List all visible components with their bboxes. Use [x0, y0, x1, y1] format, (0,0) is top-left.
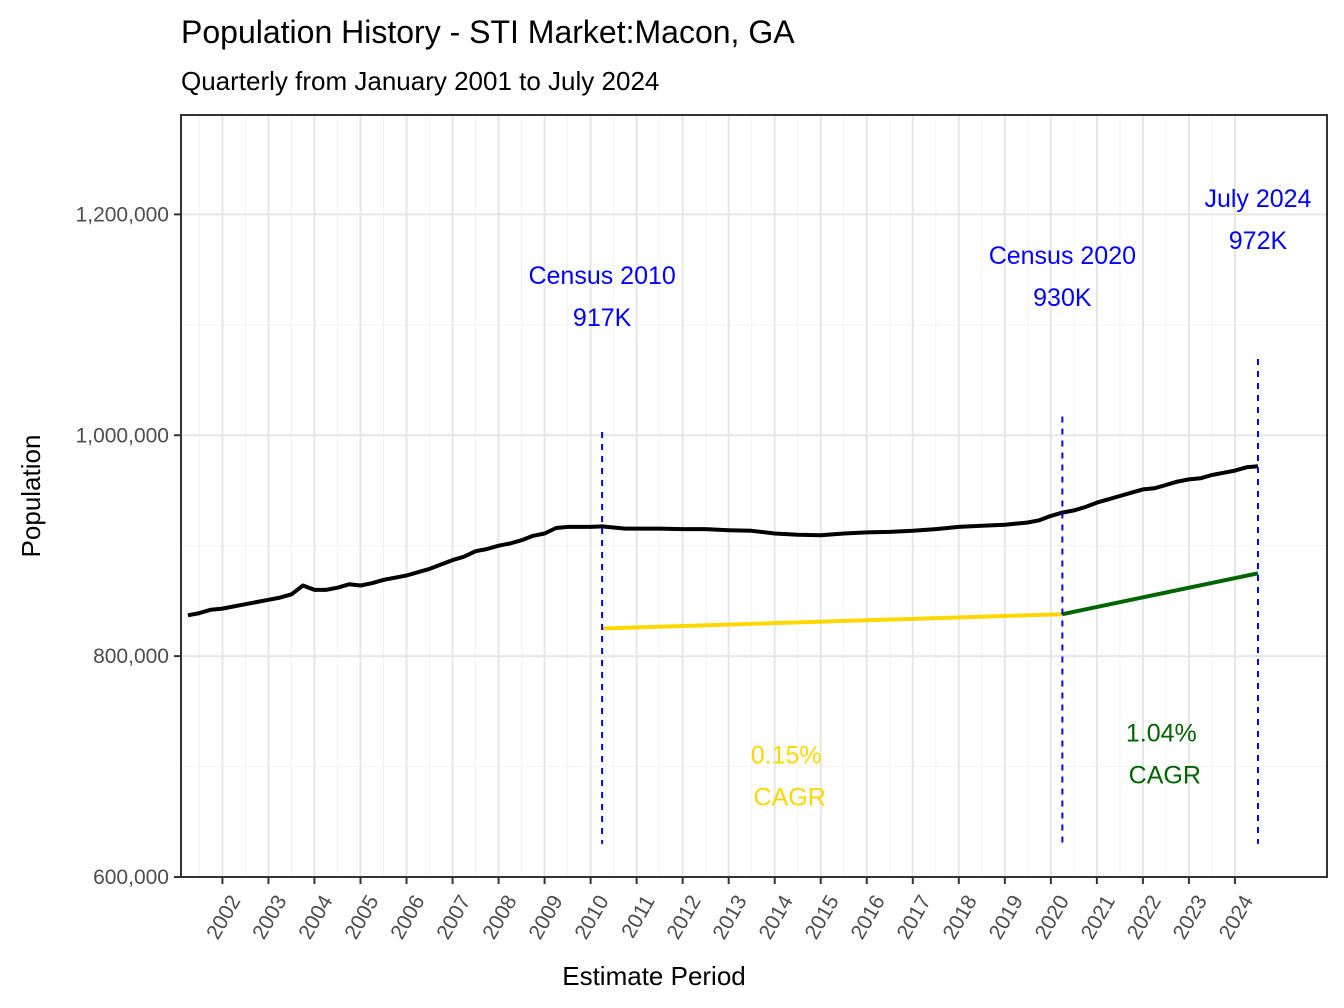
annotation-line: 972K — [1229, 227, 1288, 255]
annotation-line: 930K — [1033, 284, 1092, 312]
x-tick-label: 2004 — [294, 891, 337, 943]
y-axis-title: Population — [16, 435, 46, 558]
annotation-4: 1.04% CAGR — [1122, 719, 1201, 789]
series-line-1 — [602, 612, 1063, 631]
x-tick-label: 2012 — [662, 891, 705, 943]
x-tick-label: 2019 — [985, 891, 1028, 943]
annotation-line: 0.15% — [751, 741, 822, 769]
annotation-line: Census 2010 — [528, 262, 675, 290]
x-tick-label: 2009 — [524, 891, 567, 943]
annotation-line: CAGR — [747, 783, 826, 811]
x-tick-label: 2011 — [617, 891, 660, 942]
x-tick-label: 2008 — [478, 891, 521, 943]
annotation-line: 917K — [573, 304, 632, 332]
x-tick-label: 2006 — [386, 891, 429, 943]
plot-border — [180, 114, 1328, 878]
y-tick-label: 1,200,000 — [76, 203, 169, 226]
annotation-3: 0.15% CAGR — [747, 741, 826, 811]
annotation-1: Census 2020 930K — [989, 242, 1136, 312]
x-axis-title: Estimate Period — [562, 961, 746, 991]
plot-panel — [181, 115, 1327, 877]
x-tick-label: 2016 — [847, 891, 890, 943]
y-tick-label: 800,000 — [93, 645, 169, 668]
x-tick-label: 2024 — [1215, 891, 1258, 943]
x-tick-label: 2020 — [1031, 891, 1074, 943]
x-tick-label: 2007 — [432, 891, 475, 943]
x-tick-label: 2010 — [570, 891, 613, 943]
x-tick-label: 2017 — [893, 891, 936, 943]
annotation-line: Census 2020 — [989, 242, 1136, 270]
x-tick-label: 2023 — [1169, 891, 1212, 943]
chart-title: Population History - STI Market:Macon, G… — [181, 14, 795, 50]
annotation-line: July 2024 — [1204, 185, 1311, 213]
annotation-0: Census 2010 917K — [528, 262, 675, 332]
x-tick-label: 2015 — [801, 891, 844, 943]
annotation-line: 1.04% — [1126, 719, 1197, 747]
x-tick-label: 2018 — [939, 891, 982, 943]
x-tick-label: 2013 — [708, 891, 751, 943]
x-tick-label: 2003 — [248, 891, 291, 943]
chart-subtitle: Quarterly from January 2001 to July 2024 — [181, 66, 659, 96]
annotation-line: CAGR — [1122, 761, 1201, 789]
x-tick-label: 2002 — [202, 891, 245, 943]
series-line-0 — [187, 464, 1259, 618]
y-tick-label: 600,000 — [93, 866, 169, 889]
x-tick-label: 2014 — [754, 891, 797, 943]
x-tick-label: 2021 — [1077, 891, 1120, 943]
x-tick-label: 2005 — [340, 891, 383, 943]
y-tick-label: 1,000,000 — [76, 424, 169, 447]
annotation-2: July 2024 972K — [1204, 185, 1311, 255]
x-tick-label: 2022 — [1123, 891, 1166, 943]
series-line-2 — [1061, 571, 1259, 617]
